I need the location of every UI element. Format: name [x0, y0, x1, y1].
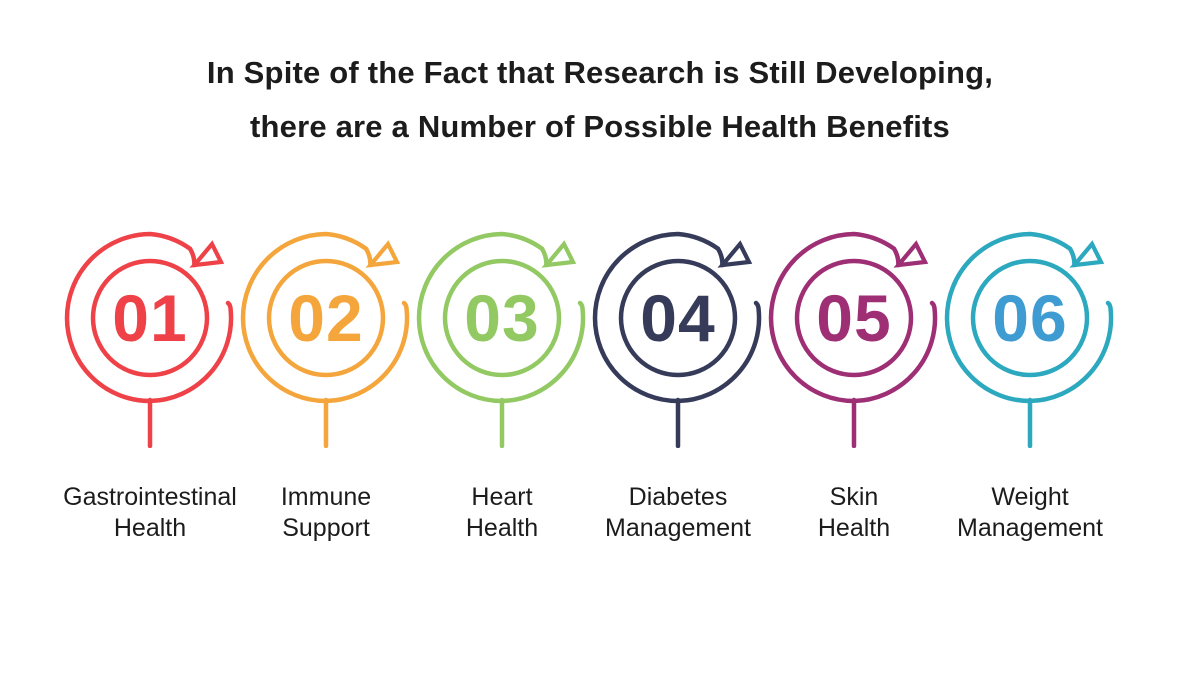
step-number: 02: [288, 281, 363, 355]
label-line-2: Support: [282, 514, 370, 542]
benefit-item-2: 02 Immune Support: [238, 216, 414, 544]
label-line-2: Management: [605, 514, 751, 542]
step-number: 05: [816, 281, 891, 355]
number-circle: [266, 258, 386, 378]
label-line-1: Skin: [829, 483, 879, 511]
arrow-ring: [944, 231, 1114, 404]
arrow-ring: [768, 231, 938, 404]
label-line-1: Diabetes: [628, 483, 728, 511]
infographic-title: In Spite of the Fact that Research is St…: [0, 46, 1200, 154]
number-circle: [970, 258, 1090, 378]
arrow-ring: [64, 231, 234, 404]
step-number: 06: [992, 281, 1067, 355]
arrowhead-icon: [365, 240, 401, 268]
arrowhead-icon: [189, 240, 225, 268]
arrow-ring: [592, 231, 762, 404]
label-line-2: Health: [113, 514, 187, 542]
benefit-label: Diabetes Management: [605, 482, 751, 544]
circular-arrow-badge: 06: [944, 231, 1114, 448]
benefit-item-1: 01 Gastrointestinal Health: [62, 216, 238, 544]
title-line-1: In Spite of the Fact that Research is St…: [206, 55, 994, 90]
benefit-item-4: 04 Diabetes Management: [590, 216, 766, 544]
benefit-label: Gastrointestinal Health: [63, 482, 237, 544]
label-line-2: Management: [957, 514, 1103, 542]
number-circle: [90, 258, 210, 378]
benefits-row: 01 Gastrointestinal Health 02 Immune Sup…: [0, 216, 1190, 544]
title-line-2: there are a Number of Possible Health Be…: [249, 109, 950, 144]
label-line-1: Heart: [471, 483, 533, 511]
circular-arrow-badge: 02: [240, 231, 410, 448]
arrowhead-icon: [1069, 240, 1105, 268]
benefit-item-5: 05 Skin Health: [766, 216, 942, 544]
benefit-label: Skin Health: [818, 482, 890, 544]
benefit-item-6: 06 Weight Management: [942, 216, 1118, 544]
label-line-2: Health: [817, 514, 891, 542]
arrowhead-icon: [717, 240, 753, 268]
label-line-1: Immune: [280, 483, 372, 511]
label-line-2: Health: [465, 514, 539, 542]
benefit-label: Heart Health: [466, 482, 538, 544]
number-circle: [618, 258, 738, 378]
arrow-ring: [416, 231, 586, 404]
step-number: 04: [640, 281, 715, 355]
benefit-label: Weight Management: [957, 482, 1103, 544]
circular-arrow-badge: 04: [592, 231, 762, 448]
circular-arrow-badge: 05: [768, 231, 938, 448]
circular-arrow-badge: 03: [416, 231, 586, 448]
benefit-item-3: 03 Heart Health: [414, 216, 590, 544]
label-line-1: Weight: [991, 483, 1069, 511]
step-number: 03: [464, 281, 539, 355]
step-number: 01: [112, 281, 187, 355]
number-circle: [442, 258, 562, 378]
arrowhead-icon: [893, 240, 929, 268]
label-line-1: Gastrointestinal: [63, 483, 237, 511]
circular-arrow-badge: 01: [64, 231, 234, 448]
benefit-label: Immune Support: [281, 482, 371, 544]
arrowhead-icon: [541, 240, 577, 268]
arrow-ring: [240, 231, 410, 404]
number-circle: [794, 258, 914, 378]
